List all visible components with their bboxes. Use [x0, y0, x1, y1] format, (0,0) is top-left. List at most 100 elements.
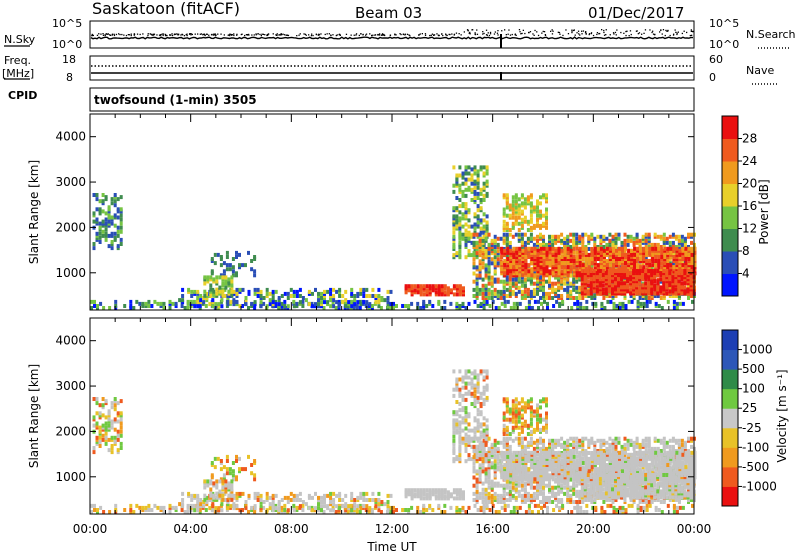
- power-cell: [503, 261, 507, 266]
- power-cell: [496, 277, 500, 282]
- power-cell: [660, 248, 664, 253]
- power-cell: [283, 291, 287, 296]
- velocity-cell: [691, 503, 694, 508]
- noise-search-point: [579, 34, 581, 36]
- power-cell: [668, 289, 672, 294]
- power-cell: [639, 265, 643, 270]
- power-cell: [533, 255, 537, 259]
- noise-search-point: [236, 33, 238, 35]
- noise-search-point: [654, 33, 656, 36]
- power-cell: [119, 225, 123, 230]
- power-cell: [484, 255, 488, 260]
- power-cell: [458, 234, 462, 239]
- power-cell: [515, 304, 519, 308]
- velocity-cell: [452, 369, 456, 374]
- velocity-cell: [362, 498, 366, 502]
- noise-search-point: [199, 33, 201, 35]
- power-cell: [542, 221, 545, 226]
- power-cell: [653, 269, 657, 273]
- noise-search-point: [214, 33, 216, 35]
- power-cell: [514, 193, 518, 198]
- power-cell: [529, 201, 533, 206]
- velocity-cell: [482, 438, 486, 443]
- velocity-cell: [353, 506, 357, 511]
- power-cell: [583, 271, 587, 276]
- noise-search-point: [544, 34, 547, 36]
- velocity-cell: [358, 510, 362, 514]
- velocity-cell: [470, 402, 474, 406]
- power-cell: [630, 299, 634, 304]
- noise-search-point: [458, 33, 460, 35]
- power-cell: [690, 240, 693, 245]
- velocity-cell: [458, 434, 462, 439]
- power-cell: [660, 261, 664, 266]
- velocity-cell: [458, 414, 462, 419]
- power-cell: [227, 289, 231, 294]
- noise-search-point: [496, 32, 499, 34]
- power-cell: [600, 304, 604, 308]
- noise-search-point: [599, 32, 601, 35]
- power-cell: [620, 269, 623, 273]
- power-cell: [554, 265, 558, 270]
- power-cell: [520, 217, 524, 222]
- power-cell: [586, 283, 590, 288]
- power-cell: [539, 209, 542, 214]
- noise-search-point: [408, 34, 410, 36]
- velocity-cell: [181, 491, 185, 496]
- velocity-cell: [230, 483, 234, 488]
- power-cell: [479, 165, 483, 170]
- velocity-cell: [232, 502, 236, 507]
- power-cell: [259, 304, 263, 309]
- power-cell: [569, 250, 573, 255]
- power-cell: [599, 234, 603, 239]
- power-cell: [536, 289, 539, 294]
- noise-search-point: [620, 31, 622, 34]
- noise-search-point: [629, 30, 632, 32]
- velocity-cell: [455, 400, 459, 404]
- power-cell: [560, 255, 564, 259]
- power-cell: [630, 255, 634, 259]
- power-cell: [575, 285, 579, 290]
- velocity-cell: [159, 508, 163, 512]
- velocity-cell: [205, 495, 209, 500]
- power-cell: [452, 255, 456, 260]
- power-cell: [584, 263, 588, 268]
- power-cell: [478, 253, 482, 258]
- power-cell: [371, 287, 375, 292]
- power-cell: [277, 296, 281, 300]
- velocity-cell: [452, 449, 456, 453]
- power-cell: [218, 285, 222, 290]
- power-cell: [212, 279, 216, 284]
- power-cell: [572, 232, 576, 237]
- noise-search-point: [161, 33, 163, 35]
- power-cell: [638, 271, 642, 276]
- velocity-cell: [350, 498, 354, 502]
- power-cell: [596, 255, 600, 259]
- noise-search-point: [223, 34, 225, 36]
- power-cell: [650, 271, 654, 276]
- velocity-cell: [470, 371, 474, 376]
- power-cell: [487, 255, 491, 260]
- velocity-cell: [464, 385, 468, 390]
- noise-search-point: [285, 34, 287, 36]
- velocity-cell: [377, 491, 381, 496]
- velocity-cell: [524, 510, 528, 514]
- noise-search-point: [303, 33, 305, 35]
- noise-search-point: [133, 33, 135, 35]
- velocity-cell: [455, 496, 459, 501]
- power-cell: [323, 300, 326, 305]
- noise-search-point: [652, 30, 654, 32]
- power-cell: [198, 304, 202, 308]
- power-cell: [202, 296, 206, 300]
- power-cell: [543, 299, 546, 304]
- noise-search-point: [474, 32, 476, 34]
- power-cell: [612, 246, 615, 251]
- power-cell: [686, 281, 690, 286]
- velocity-cell: [476, 400, 480, 404]
- power-cell: [663, 265, 667, 270]
- power-cell: [347, 300, 351, 305]
- velocity-cell: [107, 423, 111, 428]
- power-cell: [624, 261, 627, 266]
- velocity-cell: [277, 506, 281, 511]
- power-cell: [587, 261, 591, 266]
